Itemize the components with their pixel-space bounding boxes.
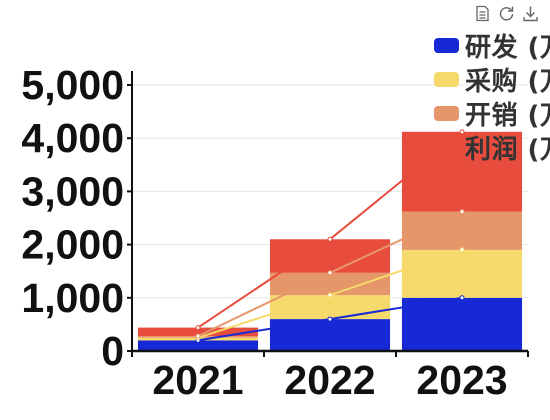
series-point: [327, 236, 333, 242]
bar-segment: [269, 295, 391, 320]
series-point: [195, 325, 201, 331]
series-point: [327, 270, 333, 276]
bar-segment: [269, 319, 391, 351]
y-tick-label: 5,000: [21, 62, 124, 108]
series-point: [459, 295, 465, 301]
bars: [137, 131, 523, 351]
y-tick-label: 3,000: [21, 168, 124, 214]
bar-segment: [401, 131, 523, 212]
x-tick-label: 2021: [152, 357, 243, 403]
legend-swatch-expense: [434, 105, 459, 121]
x-tick-label: 2023: [416, 357, 507, 403]
legend-swatch-rd: [434, 37, 459, 53]
series-point: [459, 247, 465, 253]
legend-item-expense[interactable]: 开销 (万: [434, 96, 550, 131]
y-tick-label: 2,000: [21, 222, 124, 268]
restore-icon[interactable]: [498, 5, 515, 22]
bar-segment: [137, 340, 259, 351]
y-tick-label: 1,000: [21, 275, 124, 321]
cumulative-lines: [195, 129, 465, 343]
bar-segment: [401, 297, 523, 351]
legend: 研发 (万 采购 (万 开销 (万 利润 (万: [434, 28, 550, 165]
legend-label-profit: 利润 (万: [465, 134, 550, 165]
legend-label-purchase: 采购 (万: [465, 66, 550, 97]
legend-label-rd: 研发 (万: [465, 32, 550, 63]
toolbox: [474, 5, 539, 22]
legend-swatch-purchase: [434, 71, 459, 87]
y-tick-label: 4,000: [21, 115, 124, 161]
data-view-icon[interactable]: [474, 5, 491, 22]
save-as-image-icon[interactable]: [522, 5, 539, 22]
series-point: [327, 292, 333, 298]
bar-segment: [137, 327, 259, 337]
bar-segment: [269, 272, 391, 296]
legend-label-expense: 开销 (万: [465, 100, 550, 131]
axes: 0 1,000 2,000 3,000 4,000 5,000 2021 2022 2023: [21, 62, 529, 403]
bar-segment: [401, 249, 523, 298]
series-point: [459, 209, 465, 215]
legend-item-rd[interactable]: 研发 (万: [434, 28, 550, 63]
y-tick-label: 0: [101, 328, 124, 374]
legend-item-purchase[interactable]: 采购 (万: [434, 62, 550, 97]
legend-item-profit[interactable]: 利润 (万: [434, 130, 550, 165]
x-tick-label: 2022: [284, 357, 375, 403]
series-point: [459, 129, 465, 135]
series-point: [195, 333, 201, 339]
series-point: [327, 316, 333, 322]
